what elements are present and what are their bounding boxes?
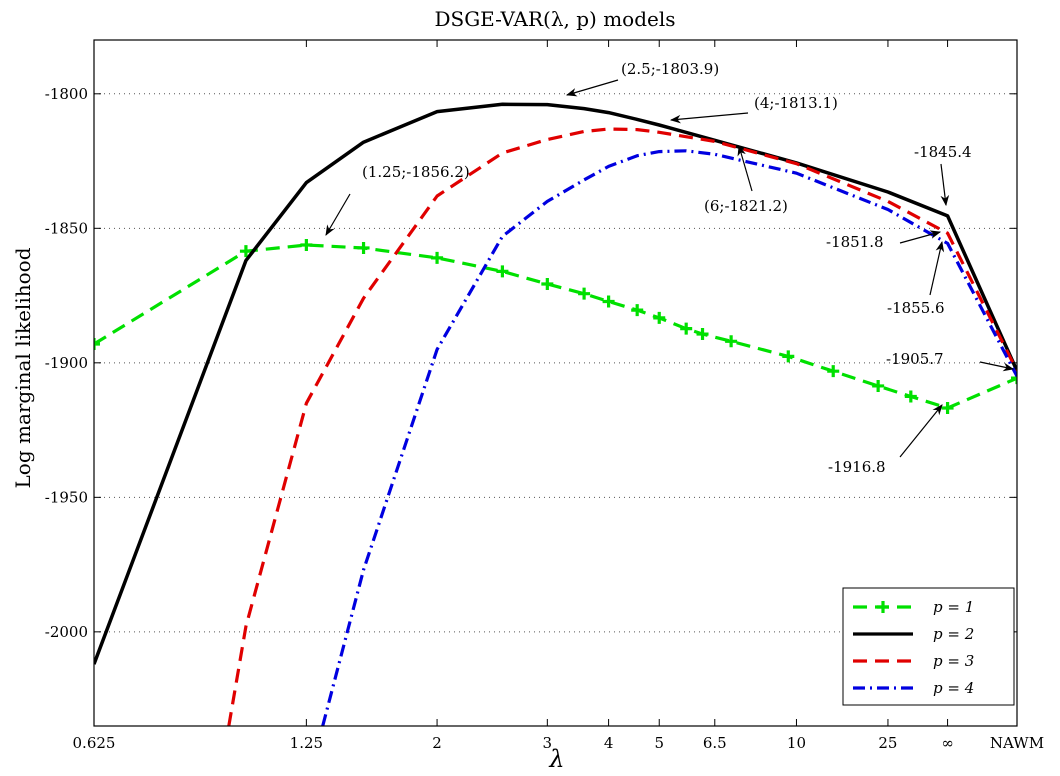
- data-point-marker: [578, 287, 591, 300]
- annotation-label: (4;-1813.1): [754, 94, 838, 112]
- x-tick-label: 3: [543, 734, 553, 752]
- x-tick-label: 25: [878, 734, 897, 752]
- data-point-marker: [431, 251, 444, 264]
- x-tick-label: 6.5: [703, 734, 727, 752]
- series-line-p-4: [321, 149, 1017, 726]
- data-point-marker: [696, 328, 709, 341]
- annotation-arrow: [929, 240, 945, 296]
- data-point-marker: [827, 365, 840, 378]
- annotation-label: -1905.7: [886, 350, 944, 368]
- y-tick-label: -1900: [45, 354, 88, 372]
- axis-ticks: -1800 -1850 -1900 -1950 -2000 0.625 1.25 2 3 4 5 6.…: [45, 40, 1044, 752]
- x-tick-label: 5: [654, 734, 664, 752]
- series-line-p-1: [94, 243, 1017, 410]
- data-point-marker: [541, 278, 554, 291]
- x-tick-label: 10: [787, 734, 806, 752]
- annotation-arrow: [899, 404, 943, 458]
- series-p-3: [227, 127, 1017, 726]
- annotation-label: (2.5;-1803.9): [621, 60, 719, 78]
- y-tick-label: -2000: [45, 623, 88, 641]
- plot-frame: [93, 39, 1018, 727]
- annotation-label: -1845.4: [914, 143, 972, 161]
- legend-label: p = 3: [933, 652, 974, 670]
- annotation-arrow: [669, 112, 749, 124]
- annotation-1916-8: -1916.8: [828, 404, 943, 476]
- data-point-marker: [1011, 372, 1017, 385]
- series-p-1: [94, 238, 1017, 415]
- legend-item-p-4: p = 4: [853, 679, 974, 697]
- data-point-marker: [941, 402, 954, 415]
- legend-label: p = 2: [933, 625, 974, 643]
- annotation-1905-7: -1905.7: [886, 350, 1015, 372]
- annotation-6-1821-2: (6;-1821.2): [704, 144, 788, 215]
- grid-lines: [94, 93, 1017, 633]
- y-tick-label: -1950: [45, 488, 88, 506]
- annotation-label: -1851.8: [826, 233, 884, 251]
- series-p-2: [94, 102, 1017, 665]
- legend-label: p = 4: [933, 679, 974, 697]
- legend-item-p-1: p = 1: [853, 598, 974, 616]
- series-line-p-2: [94, 102, 1017, 665]
- series-line-p-3: [227, 127, 1017, 726]
- annotation-arrow: [325, 193, 351, 236]
- y-axis-label: Log marginal likelihood: [11, 247, 35, 488]
- chart-title: DSGE-VAR(λ, p) models: [434, 7, 675, 31]
- data-point-marker: [782, 350, 795, 363]
- annotation-arrow: [940, 163, 950, 207]
- annotation-label: (6;-1821.2): [704, 197, 788, 215]
- legend: p = 1 p = 2 p = 3 p = 4: [842, 587, 1015, 706]
- series-p-4: [321, 149, 1017, 726]
- legend-item-p-3: p = 3: [853, 652, 974, 670]
- data-point-marker: [300, 238, 313, 251]
- data-point-marker: [631, 304, 644, 317]
- data-point-marker: [725, 335, 738, 348]
- annotation-arrow: [979, 361, 1015, 372]
- annotation-arrow: [565, 79, 619, 97]
- data-point-marker: [680, 322, 693, 335]
- y-tick-label: -1850: [45, 219, 88, 237]
- legend-box: [842, 587, 1015, 706]
- data-point-marker: [496, 265, 509, 278]
- legend-item-p-2: p = 2: [853, 625, 974, 643]
- data-point-marker: [602, 295, 615, 308]
- annotation-label: (1.25;-1856.2): [362, 163, 470, 181]
- data-point-marker: [94, 337, 100, 350]
- annotation-arrow: [737, 144, 753, 192]
- x-tick-label: 2: [432, 734, 442, 752]
- data-point-marker: [239, 245, 252, 258]
- y-tick-label: -1800: [45, 85, 88, 103]
- annotation-arrow: [899, 230, 942, 244]
- x-tick-label: 0.625: [73, 734, 116, 752]
- x-tick-label: 1.25: [290, 734, 323, 752]
- x-tick-label: 4: [604, 734, 614, 752]
- data-point-marker: [653, 311, 666, 324]
- annotation-4-1813-1: (4;-1813.1): [669, 94, 838, 124]
- annotation-label: -1916.8: [828, 458, 886, 476]
- x-axis-label: λ: [548, 745, 564, 773]
- data-point-marker: [872, 379, 885, 392]
- data-point-marker: [904, 390, 917, 403]
- annotation-1851-8: -1851.8: [826, 230, 942, 251]
- data-point-marker: [357, 241, 370, 254]
- annotation-1855-6: -1855.6: [887, 240, 945, 317]
- annotation-label: -1855.6: [887, 299, 945, 317]
- annotation-1-25-1856-2: (1.25;-1856.2): [325, 163, 470, 236]
- x-tick-label: ∞: [941, 734, 954, 752]
- annotation-1845-4: -1845.4: [914, 143, 972, 207]
- annotations: (2.5;-1803.9) (4;-1813.1) (1.25;-1856.2) (6…: [325, 60, 1015, 476]
- legend-label: p = 1: [933, 598, 974, 616]
- legend-marker: [877, 601, 889, 613]
- x-tick-label: NAWM: [990, 734, 1044, 752]
- series-lines: [94, 102, 1017, 726]
- annotation-2-5-1803-9: (2.5;-1803.9): [565, 60, 719, 97]
